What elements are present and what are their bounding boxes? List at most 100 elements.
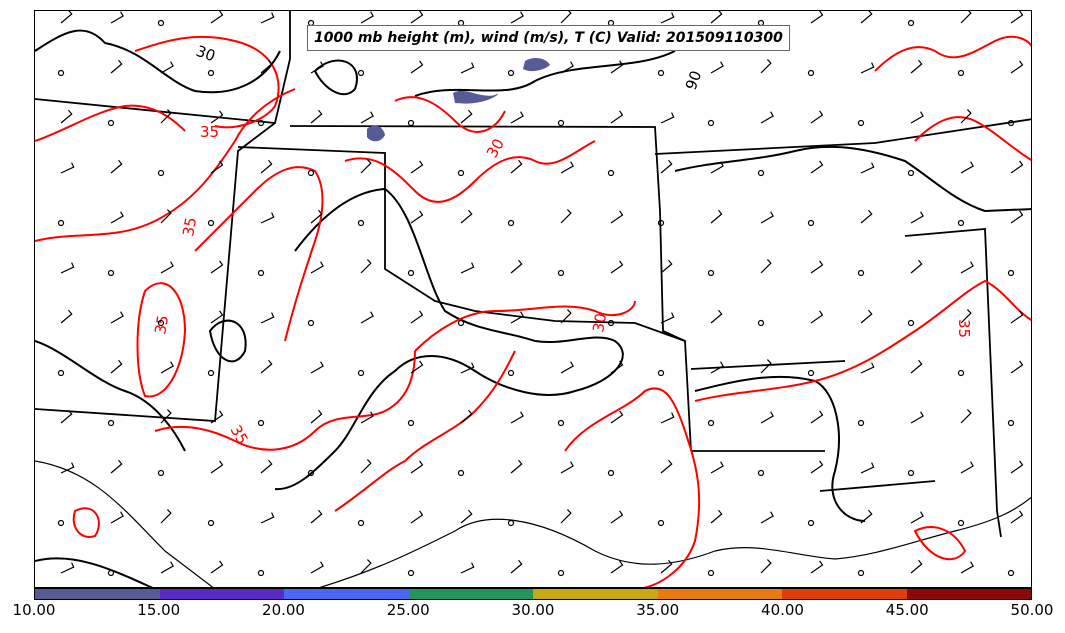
temperature-contour-label: 30 <box>483 135 508 161</box>
wind-barb <box>960 461 974 474</box>
wind-barb <box>660 12 675 24</box>
temperature-contour <box>564 387 701 587</box>
wind-barb <box>160 509 172 524</box>
calm-wind-marker <box>407 569 415 577</box>
wind-barb <box>710 11 723 24</box>
wind-barb <box>560 61 574 74</box>
calm-wind-marker <box>707 419 715 427</box>
colorbar-segment <box>657 589 782 599</box>
wind-barb <box>510 259 523 274</box>
height-contour <box>35 29 281 94</box>
calm-wind-marker <box>157 319 165 327</box>
wind-barb <box>260 59 273 74</box>
height-contour <box>414 50 676 97</box>
wind-barb <box>910 559 923 574</box>
wind-barb <box>360 411 374 424</box>
wind-barb <box>110 159 123 174</box>
wind-barb <box>860 509 873 524</box>
calm-wind-marker <box>557 419 565 427</box>
height-contour <box>35 557 154 587</box>
calm-wind-marker <box>507 519 515 527</box>
wind-barb <box>660 259 673 274</box>
wind-barb <box>360 459 372 474</box>
wind-barb <box>810 410 824 424</box>
wind-barb <box>610 360 624 374</box>
wind-barb <box>210 560 224 574</box>
calm-wind-marker <box>157 19 165 27</box>
temperature-contour-label: 30 <box>589 312 610 334</box>
temperature-contour <box>72 507 100 538</box>
wind-barb <box>860 309 873 324</box>
calm-wind-marker <box>807 369 815 377</box>
wind-barb <box>210 460 224 474</box>
wind-barb <box>260 12 275 24</box>
calm-wind-marker <box>507 69 515 77</box>
calm-wind-marker <box>1007 569 1015 577</box>
calm-wind-marker <box>657 69 665 77</box>
wind-barb <box>310 209 323 224</box>
temperature-contour-label: 35 <box>151 314 172 336</box>
wind-barb <box>1010 510 1024 524</box>
map-panel: 30 90 35 35 35 35 30 30 35 1000 mb heigh… <box>34 10 1032 588</box>
height-contour-label: 90 <box>682 68 705 92</box>
wind-barb <box>960 109 972 124</box>
calm-wind-marker <box>957 219 965 227</box>
wind-barb <box>510 111 524 124</box>
wind-barb <box>510 311 524 324</box>
wind-barb <box>960 11 972 24</box>
wind-field-patch <box>523 58 550 72</box>
wind-barb <box>260 512 275 524</box>
wind-barb <box>110 211 124 224</box>
calm-wind-marker <box>257 119 265 127</box>
colorbar-segment <box>533 589 658 599</box>
calm-wind-marker <box>757 319 765 327</box>
wind-barb <box>710 61 724 74</box>
calm-wind-marker <box>107 269 115 277</box>
wind-barb <box>260 212 275 224</box>
wind-barb <box>410 360 424 374</box>
calm-wind-marker <box>807 519 815 527</box>
wind-barb <box>510 559 523 574</box>
height-contours <box>35 29 1031 587</box>
temperature-contours <box>35 35 1031 587</box>
wind-barb <box>160 561 174 574</box>
calm-wind-marker <box>107 119 115 127</box>
wind-barb <box>910 259 923 274</box>
wind-barb <box>1010 310 1024 324</box>
calm-wind-marker <box>407 419 415 427</box>
wind-barb <box>610 210 624 224</box>
wind-barb <box>960 261 974 274</box>
wind-barb <box>560 11 572 24</box>
wind-barb <box>460 109 473 124</box>
wind-barb <box>410 510 424 524</box>
wind-barb <box>60 309 73 324</box>
wind-barb <box>160 61 174 74</box>
temperature-contour <box>154 350 416 451</box>
calm-wind-marker <box>507 219 515 227</box>
wind-barb <box>260 459 273 474</box>
colorbar-segment <box>284 589 409 599</box>
gulf-coastline <box>35 460 1031 587</box>
height-contour <box>208 319 247 363</box>
wind-barb <box>660 459 673 474</box>
wind-barb <box>1010 60 1024 74</box>
wind-barb <box>460 362 475 374</box>
temperature-contour <box>35 104 186 142</box>
wind-barb <box>760 259 772 274</box>
wind-barb <box>860 362 875 374</box>
calm-wind-marker <box>957 369 965 377</box>
wind-barb <box>760 559 772 574</box>
wind-barb <box>810 260 824 274</box>
calm-wind-marker <box>1007 119 1015 127</box>
calm-wind-marker <box>207 369 215 377</box>
wind-barb <box>60 562 75 574</box>
colorbar-segment <box>35 589 160 599</box>
wind-barb <box>810 560 824 574</box>
colorbar-tick-label: 10.00 <box>12 601 56 619</box>
wind-barb <box>560 461 574 474</box>
calm-wind-marker <box>307 469 315 477</box>
calm-wind-marker <box>357 369 365 377</box>
calm-wind-marker <box>607 469 615 477</box>
calm-wind-marker <box>57 69 65 77</box>
temperature-contour-label: 35 <box>227 422 252 448</box>
